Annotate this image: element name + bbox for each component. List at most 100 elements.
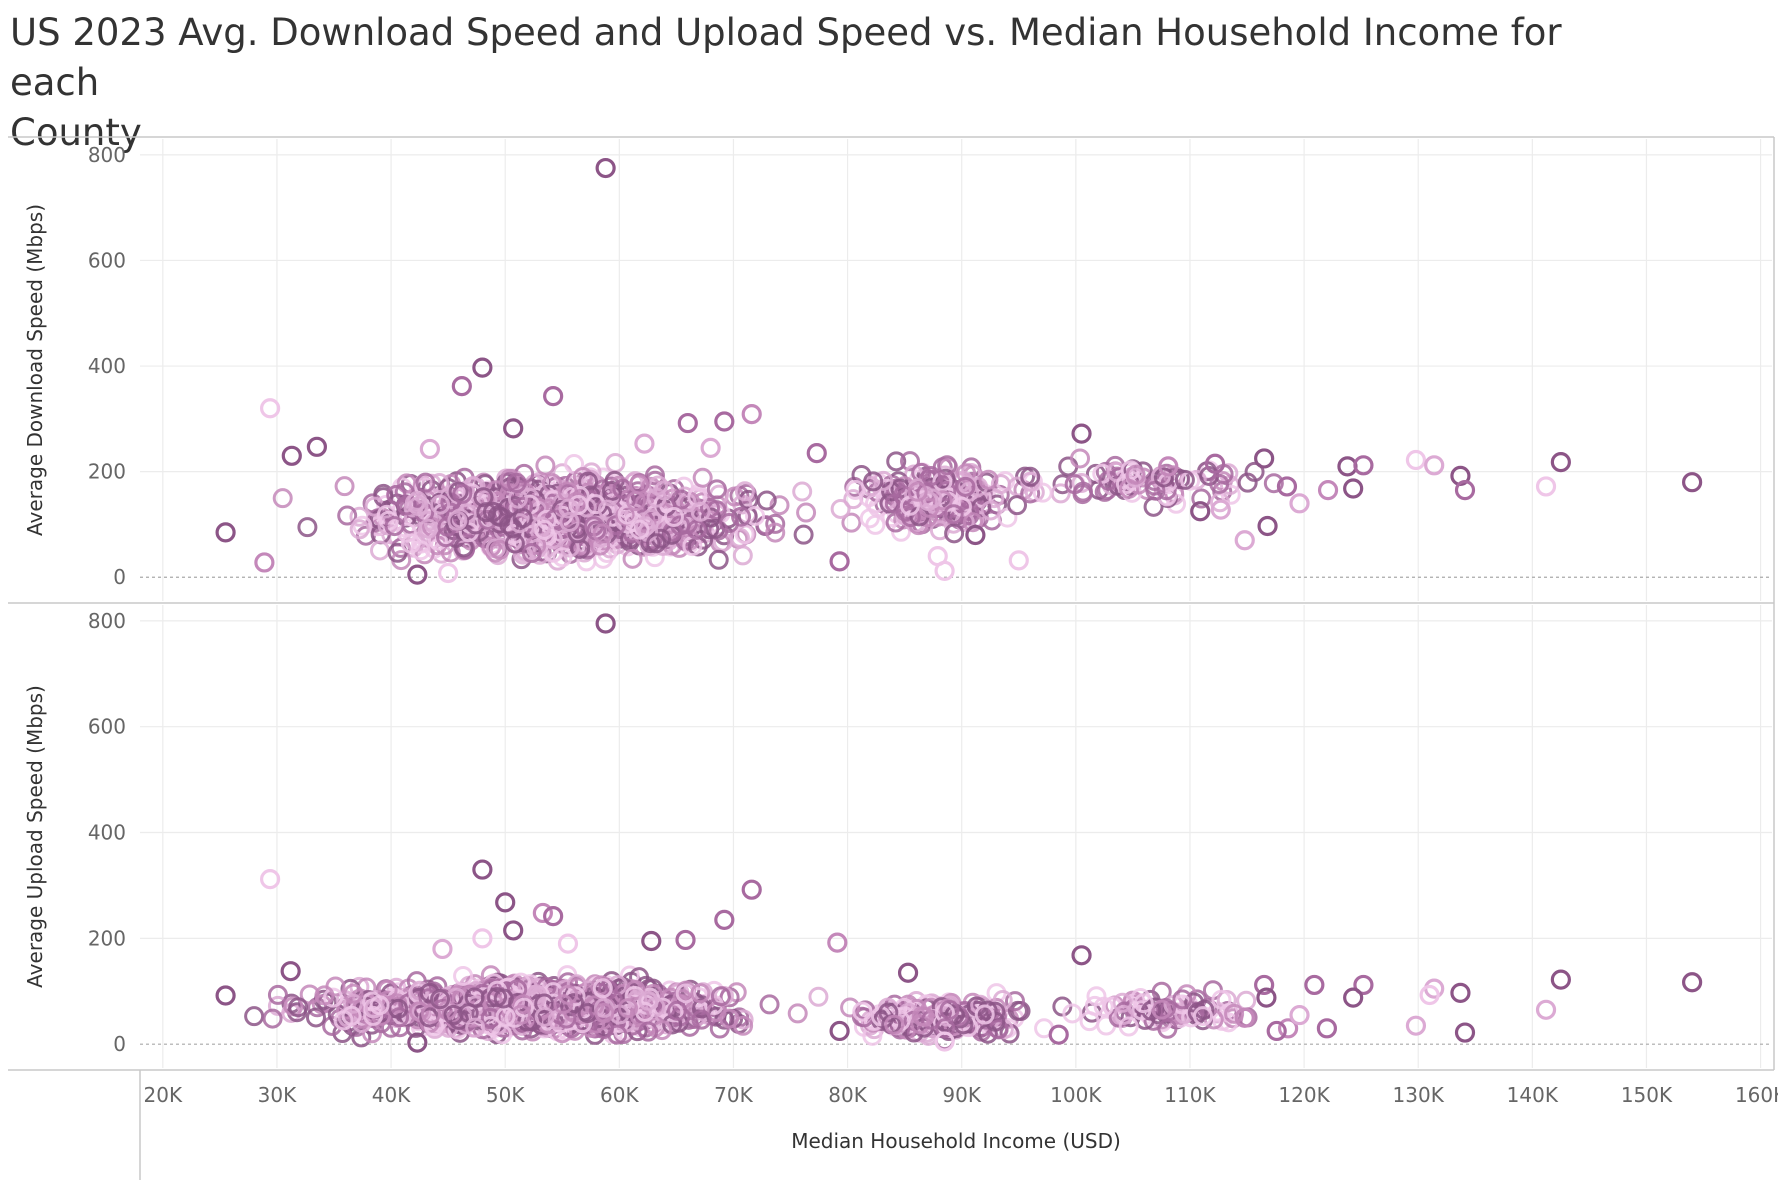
data-point: [974, 1004, 995, 1025]
data-point: [388, 998, 409, 1019]
data-point: [1682, 472, 1703, 493]
data-point: [1220, 484, 1241, 505]
data-point: [830, 498, 851, 519]
data-point: [1224, 1003, 1245, 1024]
data-point: [937, 455, 958, 476]
data-point: [691, 998, 712, 1019]
data-point: [1133, 993, 1154, 1014]
data-point: [808, 986, 829, 1007]
data-point: [878, 1002, 899, 1023]
data-point: [543, 386, 564, 407]
data-point: [215, 985, 236, 1006]
data-point: [288, 997, 309, 1018]
data-point: [578, 471, 599, 492]
data-point: [472, 928, 493, 949]
data-point: [342, 993, 363, 1014]
data-point: [260, 398, 281, 419]
x-tick-label: 150K: [1621, 1083, 1673, 1107]
y-tick-label: 400: [88, 821, 126, 845]
grid-layer: [140, 139, 1772, 1068]
data-point: [1096, 1015, 1117, 1036]
data-point: [955, 476, 976, 497]
data-point: [796, 502, 817, 523]
data-point: [708, 549, 729, 570]
data-point: [410, 540, 431, 561]
data-point: [759, 994, 780, 1015]
data-point: [418, 518, 439, 539]
data-point: [419, 438, 440, 460]
data-point: [1204, 453, 1226, 474]
data-point: [745, 505, 766, 526]
data-point: [1211, 989, 1232, 1010]
data-point: [699, 519, 720, 540]
data-point: [334, 476, 355, 497]
data-point: [806, 443, 827, 464]
data-point: [495, 892, 516, 913]
data-point: [215, 522, 236, 543]
data-point: [935, 468, 956, 489]
data-point: [314, 985, 335, 1006]
y-axis-title: Average Download Speed (Mbps): [23, 204, 47, 536]
data-point: [386, 484, 407, 505]
data-point: [1343, 478, 1364, 499]
data-point: [558, 984, 579, 1005]
data-point: [699, 497, 720, 518]
data-point: [602, 480, 623, 501]
data-point: [597, 499, 618, 520]
data-point: [1125, 464, 1146, 485]
data-point: [558, 498, 579, 519]
data-point: [939, 999, 960, 1020]
data-point: [1266, 1020, 1287, 1042]
data-point: [841, 512, 862, 533]
data-point: [675, 983, 696, 1004]
data-point: [262, 1008, 283, 1029]
data-point: [272, 488, 293, 509]
data-point: [641, 508, 662, 529]
data-point: [919, 497, 940, 518]
data-point: [1454, 480, 1476, 501]
data-point: [378, 510, 399, 531]
data-point: [369, 995, 390, 1016]
data-point: [333, 1010, 354, 1031]
x-tick-label: 30K: [258, 1083, 297, 1107]
data-point: [1191, 488, 1212, 509]
y-tick-label: 600: [88, 715, 126, 739]
data-point: [1234, 1007, 1255, 1028]
data-point: [934, 1031, 955, 1052]
data-point: [453, 965, 474, 986]
data-point: [1084, 995, 1105, 1016]
data-point: [396, 473, 417, 494]
data-point: [387, 542, 408, 563]
data-point: [1254, 974, 1275, 996]
x-tick-label: 40K: [372, 1083, 411, 1107]
data-point: [281, 445, 302, 466]
data-point: [646, 533, 667, 554]
data-point: [884, 493, 905, 514]
data-point: [299, 984, 320, 1005]
data-point: [1007, 1000, 1028, 1021]
data-point: [1113, 1004, 1134, 1025]
data-point: [714, 909, 735, 930]
data-point: [765, 522, 786, 543]
data-point: [1004, 991, 1025, 1012]
data-point: [556, 1008, 577, 1029]
data-point: [700, 437, 721, 458]
data-point: [1682, 972, 1703, 993]
data-point: [1048, 1024, 1069, 1045]
data-point: [490, 506, 511, 527]
data-point: [733, 1009, 754, 1030]
data-point: [595, 157, 616, 179]
data-point: [1157, 1018, 1178, 1039]
x-tick-label: 160K: [1735, 1083, 1778, 1107]
data-point: [512, 508, 533, 529]
y-tick-label: 0: [113, 1032, 126, 1056]
data-point: [629, 519, 650, 540]
data-point: [363, 1005, 384, 1026]
data-point: [503, 418, 524, 439]
data-point: [535, 455, 556, 476]
data-point: [691, 1009, 712, 1030]
data-point: [929, 520, 950, 541]
data-point: [641, 930, 662, 952]
data-point: [756, 490, 777, 511]
